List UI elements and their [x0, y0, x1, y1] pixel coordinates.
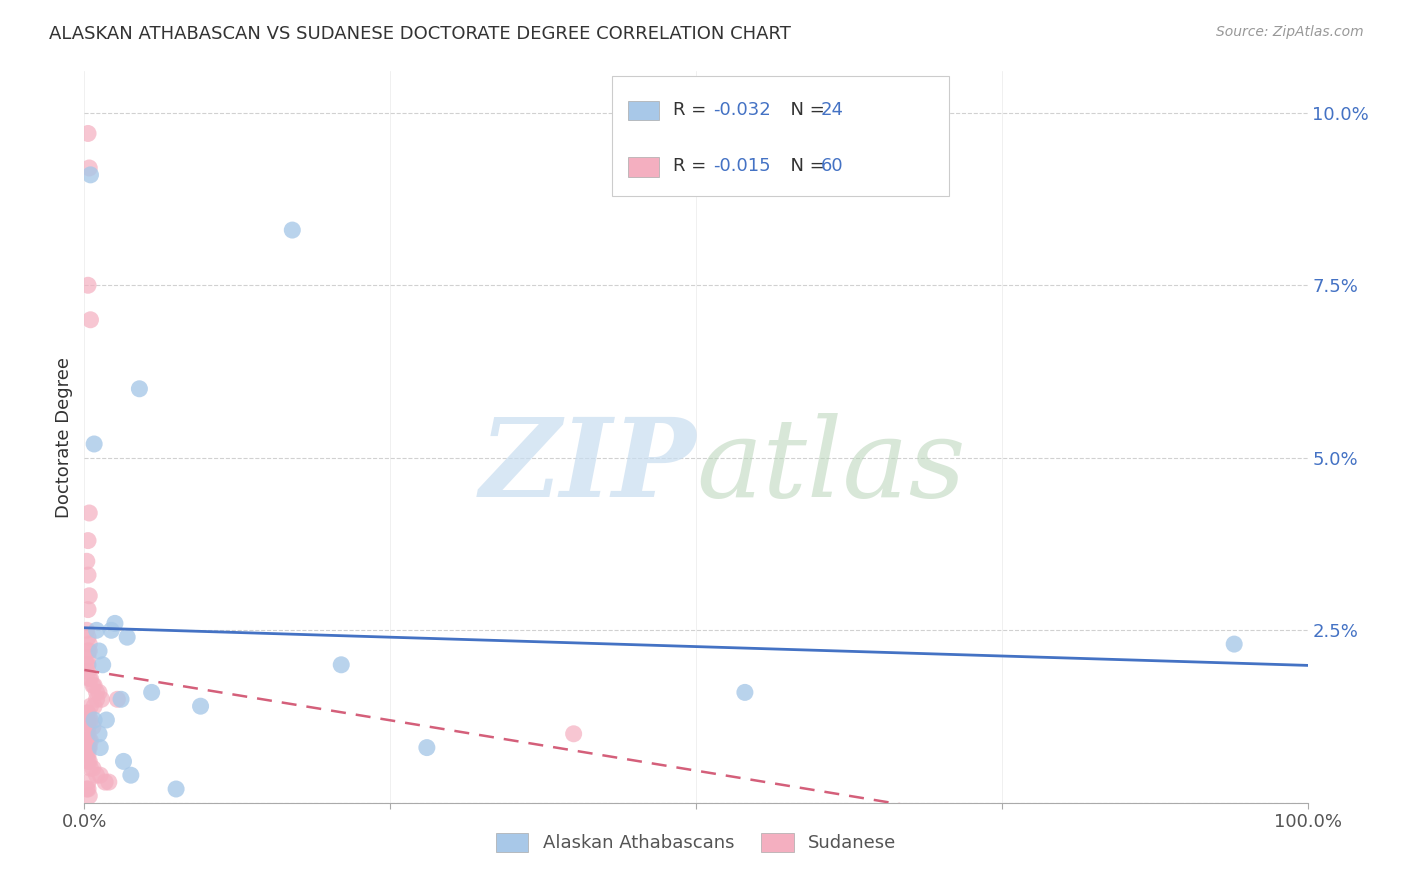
- Point: [77, 651, 100, 665]
- Point: [91, 657, 114, 672]
- Point: [77, 775, 100, 789]
- Point: [120, 768, 142, 782]
- Point: [83, 437, 105, 451]
- Point: [79, 312, 101, 326]
- Text: 60: 60: [821, 157, 844, 175]
- Point: [100, 624, 122, 638]
- Point: [128, 382, 150, 396]
- Point: [76, 624, 98, 638]
- Point: [82, 678, 104, 692]
- Point: [94, 775, 117, 789]
- Point: [77, 568, 100, 582]
- Text: N =: N =: [779, 157, 831, 175]
- Point: [76, 706, 98, 720]
- Text: 24: 24: [821, 101, 844, 119]
- Point: [89, 740, 111, 755]
- Point: [77, 740, 100, 755]
- Point: [79, 699, 101, 714]
- Text: R =: R =: [673, 157, 713, 175]
- Legend: Alaskan Athabascans, Sudanese: Alaskan Athabascans, Sudanese: [488, 826, 904, 860]
- Point: [83, 699, 105, 714]
- Point: [83, 713, 105, 727]
- Point: [77, 672, 100, 686]
- Point: [77, 630, 100, 644]
- Text: ALASKAN ATHABASCAN VS SUDANESE DOCTORATE DEGREE CORRELATION CHART: ALASKAN ATHABASCAN VS SUDANESE DOCTORATE…: [49, 25, 792, 43]
- Point: [86, 692, 108, 706]
- Point: [77, 740, 100, 755]
- Point: [76, 733, 98, 747]
- Point: [77, 665, 100, 679]
- Point: [110, 692, 132, 706]
- Text: N =: N =: [779, 101, 831, 119]
- Point: [77, 713, 100, 727]
- Point: [77, 161, 100, 175]
- Point: [83, 678, 105, 692]
- Point: [330, 657, 353, 672]
- Point: [89, 768, 111, 782]
- Point: [76, 554, 98, 568]
- Point: [82, 761, 104, 775]
- Point: [97, 775, 120, 789]
- Point: [77, 713, 100, 727]
- Point: [77, 755, 100, 769]
- Point: [76, 747, 98, 762]
- Point: [115, 630, 138, 644]
- Point: [77, 755, 100, 769]
- Point: [105, 692, 128, 706]
- Point: [77, 644, 100, 658]
- Point: [77, 533, 100, 548]
- Point: [1223, 637, 1246, 651]
- Point: [77, 706, 100, 720]
- Text: atlas: atlas: [696, 413, 966, 520]
- Text: -0.032: -0.032: [713, 101, 770, 119]
- Point: [165, 782, 187, 797]
- Point: [141, 685, 163, 699]
- Y-axis label: Doctorate Degree: Doctorate Degree: [55, 357, 73, 517]
- Point: [77, 789, 100, 803]
- Point: [77, 720, 100, 734]
- Point: [77, 644, 100, 658]
- Point: [734, 685, 756, 699]
- Point: [281, 223, 304, 237]
- Point: [76, 727, 98, 741]
- Point: [77, 747, 100, 762]
- Point: [77, 740, 100, 755]
- Point: [82, 720, 104, 734]
- Point: [77, 733, 100, 747]
- Point: [79, 168, 101, 182]
- Point: [77, 782, 100, 797]
- Point: [77, 637, 100, 651]
- Point: [76, 782, 98, 797]
- Point: [112, 755, 135, 769]
- Point: [77, 127, 100, 141]
- Point: [79, 761, 101, 775]
- Point: [77, 602, 100, 616]
- Text: Source: ZipAtlas.com: Source: ZipAtlas.com: [1216, 25, 1364, 39]
- Point: [87, 685, 110, 699]
- Point: [86, 685, 108, 699]
- Point: [86, 624, 108, 638]
- Point: [77, 657, 100, 672]
- Point: [77, 727, 100, 741]
- Point: [79, 713, 101, 727]
- Point: [562, 727, 585, 741]
- Text: -0.015: -0.015: [713, 157, 770, 175]
- Text: R =: R =: [673, 101, 713, 119]
- Point: [77, 506, 100, 520]
- Point: [76, 657, 98, 672]
- Point: [96, 713, 118, 727]
- Text: ZIP: ZIP: [479, 413, 696, 520]
- Point: [77, 278, 100, 293]
- Point: [104, 616, 127, 631]
- Point: [79, 672, 101, 686]
- Point: [416, 740, 439, 755]
- Point: [77, 589, 100, 603]
- Point: [87, 727, 110, 741]
- Point: [90, 692, 112, 706]
- Point: [86, 768, 108, 782]
- Point: [190, 699, 212, 714]
- Point: [79, 733, 101, 747]
- Point: [87, 644, 110, 658]
